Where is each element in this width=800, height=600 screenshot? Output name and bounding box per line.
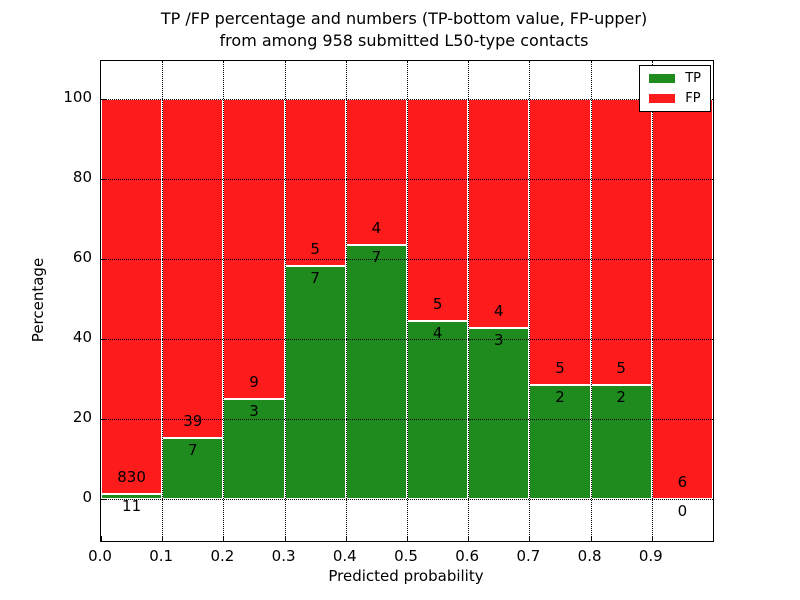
tp-count-label: 0: [677, 502, 688, 521]
x-tick: [407, 536, 408, 541]
bar-fp-segment: [407, 99, 469, 322]
x-tick-label: 0.3: [271, 547, 296, 565]
vertical-gridline: [284, 61, 286, 541]
vertical-gridline: [529, 61, 531, 541]
y-tick-label: 40: [72, 328, 92, 347]
x-tick-label: 0.4: [332, 547, 357, 565]
horizontal-gridline: [101, 179, 713, 181]
fp-count-label: 5: [616, 358, 626, 377]
chart-title-line1: TP /FP percentage and numbers (TP-bottom…: [160, 9, 648, 28]
x-tick: [101, 536, 102, 541]
y-tick-label: 0: [82, 488, 92, 507]
x-tick-label: 0.0: [88, 547, 112, 565]
horizontal-gridline: [101, 259, 713, 261]
legend-item-fp: FP: [649, 92, 701, 105]
y-tick: [101, 339, 106, 341]
legend-label-tp: TP: [685, 71, 701, 86]
vertical-gridline: [223, 61, 225, 541]
y-tick: [101, 99, 106, 101]
x-tick: [468, 536, 470, 541]
bar-tp-segment: [468, 327, 530, 500]
horizontal-gridline: [101, 499, 713, 501]
x-tick-label: 0.6: [455, 547, 480, 565]
fp-count-label: 39: [183, 412, 203, 431]
bar-tp-segment: [284, 265, 346, 500]
fp-count-label: 6: [677, 473, 688, 492]
bar-tp-segment: [345, 244, 407, 500]
x-tick: [529, 536, 531, 541]
x-tick: [590, 536, 592, 541]
x-tick: [651, 536, 653, 541]
tp-count-label: 11: [122, 496, 142, 515]
tp-count-label: 3: [249, 402, 259, 421]
bar-fp-segment: [162, 99, 224, 439]
tp-count-label: 3: [494, 330, 504, 349]
x-tick: [223, 536, 225, 541]
bar-fp-segment: [101, 99, 163, 494]
y-tick-label: 100: [63, 88, 92, 107]
fp-count-label: 9: [249, 373, 259, 392]
vertical-gridline: [468, 61, 470, 541]
x-tick-label: 0.1: [149, 547, 174, 565]
plot-area: TP FP 830 11 39 7 9 3 5 7 4 7 5 4 4 3 5 2 5 2 6 0: [100, 60, 714, 542]
tp-count-label: 7: [371, 247, 382, 266]
tp-count-label: 2: [616, 387, 626, 406]
y-tick-label: 80: [72, 168, 92, 187]
bar-tp-segment: [101, 493, 163, 500]
bar-fp-segment: [345, 99, 407, 245]
vertical-gridline: [407, 61, 408, 541]
fp-count-label: 5: [432, 295, 443, 314]
chart-title: TP /FP percentage and numbers (TP-bottom…: [94, 8, 714, 52]
horizontal-gridline: [101, 339, 713, 341]
tp-count-label: 7: [188, 441, 198, 460]
y-tick-label: 60: [72, 248, 92, 267]
bar-fp-segment: [590, 99, 652, 385]
y-tick-label: 20: [72, 408, 92, 427]
y-tick: [101, 499, 106, 501]
fp-count-label: 4: [371, 218, 382, 237]
horizontal-gridline: [101, 99, 713, 101]
y-tick: [101, 259, 106, 261]
fp-count-label: 5: [310, 239, 320, 258]
legend-swatch-tp-icon: [649, 74, 676, 83]
bar-fp-segment: [223, 99, 285, 400]
x-tick: [713, 536, 714, 541]
bar-fp-segment: [468, 99, 530, 328]
x-tick-label: 0.7: [516, 547, 541, 565]
vertical-gridline: [345, 61, 347, 541]
x-tick-label: 0.2: [210, 547, 235, 565]
bar-tp-segment: [162, 438, 224, 500]
bar-tp-segment: [407, 321, 469, 500]
vertical-gridline: [590, 61, 592, 541]
y-tick: [101, 419, 106, 421]
x-tick-label: 0.8: [577, 547, 602, 565]
bar-fp-segment: [651, 99, 713, 500]
tp-count-label: 4: [432, 324, 443, 343]
x-axis-label: Predicted probability: [328, 567, 484, 585]
legend-item-tp: TP: [649, 72, 701, 85]
x-tick-label: 0.5: [394, 547, 418, 565]
x-tick: [345, 536, 347, 541]
x-tick: [284, 536, 286, 541]
fp-count-label: 5: [555, 358, 565, 377]
tp-count-label: 2: [555, 387, 565, 406]
legend-swatch-fp-icon: [649, 94, 676, 103]
fp-count-label: 830: [117, 467, 146, 486]
y-tick: [101, 179, 106, 181]
legend: TP FP: [639, 65, 711, 112]
fp-count-label: 4: [494, 301, 504, 320]
bar-fp-segment: [529, 99, 591, 385]
legend-label-fp: FP: [685, 91, 701, 106]
vertical-gridline: [651, 61, 653, 541]
chart-title-line2: from among 958 submitted L50-type contac…: [219, 31, 589, 50]
tp-count-label: 7: [310, 268, 320, 287]
x-tick-label: 0.9: [638, 547, 663, 565]
bar-tp-segment: [590, 384, 652, 500]
x-tick: [162, 536, 164, 541]
vertical-gridline: [162, 61, 164, 541]
horizontal-gridline: [101, 419, 713, 421]
